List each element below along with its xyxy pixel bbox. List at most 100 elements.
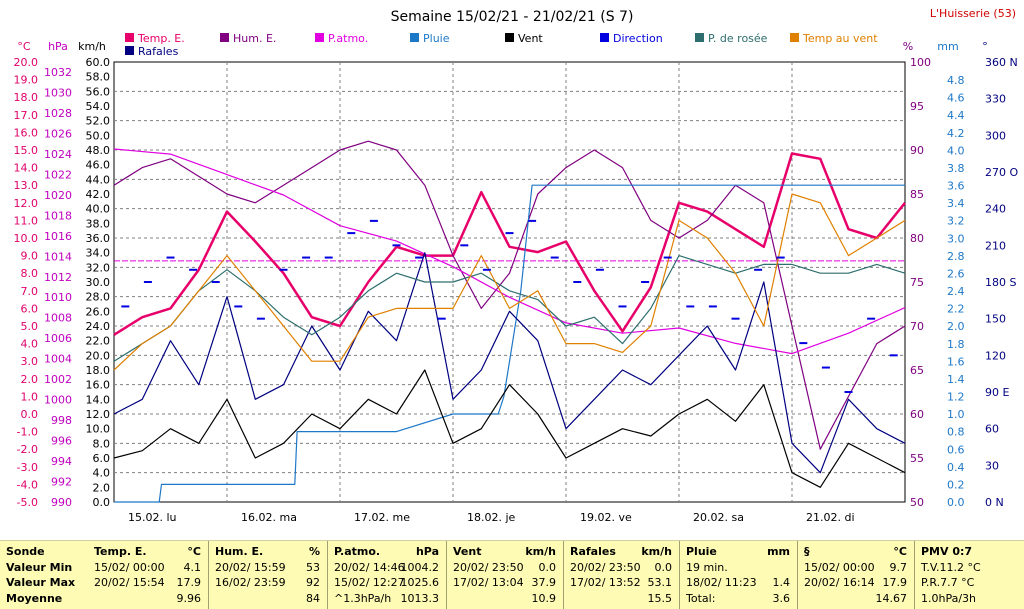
temp-tick: 18.0 [14,91,39,104]
kmh-tick: 20.0 [86,349,111,362]
pct-tick: 90 [910,144,924,157]
stats-avg: 10.9 [531,591,557,605]
kmh-tick: 58.0 [86,71,111,84]
pct-tick: 55 [910,452,924,465]
kmh-tick: 10.0 [86,423,111,436]
hpa-tick: 1020 [44,189,72,202]
day-label: 18.02. je [467,511,516,524]
direction-mark [528,219,537,222]
kmh-tick: 44.0 [86,173,111,186]
hpa-tick: 1022 [44,168,72,181]
hpa-tick: 1028 [44,107,72,120]
temp-tick: 20.0 [14,56,39,69]
day-label: 21.02. di [806,511,855,524]
direction-mark [663,256,672,259]
pmv-pr: P.R.7.7 °C [921,576,975,589]
kmh-tick: 50.0 [86,129,111,142]
kmh-tick: 28.0 [86,291,111,304]
kmh-tick: 18.0 [86,364,111,377]
pct-tick: 85 [910,188,924,201]
temp-tick: -3.0 [17,461,38,474]
mm-tick: 4.2 [947,127,965,140]
stats-min: 20/02/ 15:59 53 [215,560,320,574]
legend-swatch [125,46,134,55]
chart-title: Semaine 15/02/21 - 21/02/21 (S 7) [391,9,634,25]
kmh-tick: 4.0 [93,467,111,480]
stats-max: 20/02/ 15:54 17.9 [94,576,201,589]
stats-col-rafales: Rafales km/h 20/02/ 23:50 0.0 17/02/ 13:52 53… [563,541,679,609]
deg-tick: 0 N [985,496,1004,509]
deg-tick: 120 [985,349,1006,362]
hpa-tick: 1024 [44,148,72,161]
direction-mark [618,305,627,308]
temp-tick: 9.0 [21,250,39,263]
stats-avg: ^1.3hPa/h 1013.3 [334,591,439,605]
legend-swatch [125,33,134,42]
direction-mark [686,305,695,308]
kmh-tick: 54.0 [86,100,111,113]
temp-tick: 6.0 [21,302,39,315]
sonde-min-label: Valeur Min [6,560,73,574]
temp-tick: -5.0 [17,496,38,509]
pct-tick: 65 [910,364,924,377]
stats-avg: 15.5 [647,591,673,605]
direction-mark [211,281,220,283]
deg-tick: 210 [985,239,1006,252]
mm-tick: 0.0 [947,496,965,509]
temp-tick: -2.0 [17,443,38,456]
mm-tick: 2.0 [947,320,965,333]
mm-tick: 3.8 [947,162,965,175]
series-pluie [114,184,905,503]
kmh-tick: 32.0 [86,261,111,274]
kmh-tick: 14.0 [86,393,111,406]
stats-panel: Sonde Valeur Min Valeur Max Moyenne Temp… [0,540,1024,609]
sonde-avg-label: Moyenne [6,591,63,605]
temp-tick: 7.0 [21,285,39,298]
deg-tick: 30 [985,459,999,472]
kmh-tick: 52.0 [86,115,111,128]
stats-col-vent: Vent km/h 20/02/ 23:50 0.0 17/02/ 13:04 37.9 1… [446,541,563,609]
mm-tick: 1.4 [947,373,965,386]
direction-mark [279,268,288,271]
hpa-tick: 996 [51,435,72,448]
stats-col-patmo: P.atmo. hPa 20/02/ 14:46 1004.2 15/02/ 12:27… [327,541,446,609]
axis-unit: km/h [78,40,106,53]
mm-tick: 3.6 [947,180,965,193]
kmh-tick: 6.0 [93,452,111,465]
temp-tick: -4.0 [17,478,38,491]
direction-mark [708,305,717,308]
deg-tick: 90 E [985,386,1009,399]
series-rosee [113,255,906,362]
direction-mark [776,256,785,259]
temp-tick: 5.0 [21,320,39,333]
sonde-header: Sonde [6,545,45,558]
temp-tick: 8.0 [21,267,39,280]
legend-label: Pluie [423,32,450,45]
mm-tick: 1.0 [947,408,965,421]
deg-tick: 360 N [985,56,1018,69]
day-label: 15.02. lu [128,511,177,524]
temp-tick: 16.0 [14,126,39,139]
legend-label: Rafales [138,45,179,58]
day-label: 16.02. ma [241,511,297,524]
hpa-tick: 1004 [44,353,72,366]
mm-tick: 3.4 [947,197,965,210]
direction-mark [143,281,152,283]
pmv-trend: 1.0hPa/3h [921,591,977,605]
direction-mark [867,317,876,320]
hpa-tick: 994 [51,455,72,468]
stats-min: 20/02/ 23:50 0.0 [570,560,672,574]
deg-tick: 300 [985,129,1006,142]
kmh-tick: 30.0 [86,276,111,289]
hpa-tick: 1018 [44,209,72,222]
mm-tick: 2.6 [947,267,965,280]
direction-mark [482,268,491,271]
temp-tick: 0.0 [21,408,39,421]
hpa-tick: 1002 [44,373,72,386]
direction-mark [821,366,830,369]
direction-mark [302,256,311,259]
temp-tick: 10.0 [14,232,39,245]
temp-tick: 14.0 [14,162,39,175]
direction-mark [256,317,265,320]
kmh-tick: 34.0 [86,247,111,260]
